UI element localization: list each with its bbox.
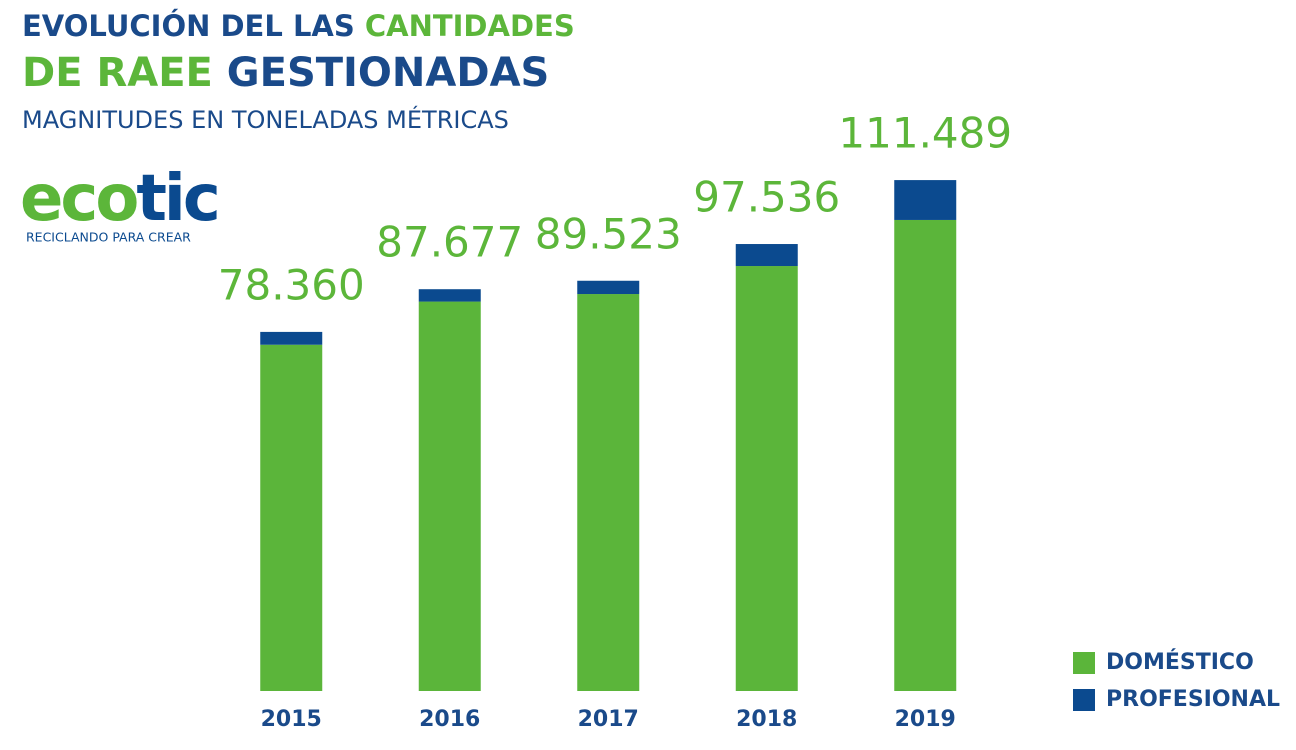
bar-segment xyxy=(894,219,957,691)
total-label: 111.489 xyxy=(838,109,1012,158)
title-part: EVOLUCIÓN DEL LAS xyxy=(22,9,355,43)
legend-label: PROFESIONAL xyxy=(1106,687,1280,712)
total-label: 78.360 xyxy=(218,260,365,309)
logo-part: tic xyxy=(136,162,217,236)
subtitle: MAGNITUDES EN TONELADAS MÉTRICAS xyxy=(22,105,509,134)
logo-tagline: RECICLANDO PARA CREAR xyxy=(26,230,191,245)
title-line-2: DE RAEE GESTIONADAS xyxy=(22,50,549,96)
total-label: 89.523 xyxy=(535,209,682,258)
x-tick-label: 2018 xyxy=(736,707,797,732)
title-line-1: EVOLUCIÓN DEL LAS CANTIDADES xyxy=(22,9,575,43)
bar-segment xyxy=(577,294,640,691)
total-label: 97.536 xyxy=(693,173,840,222)
legend-label: DOMÉSTICO xyxy=(1106,649,1254,675)
bar-segment xyxy=(260,344,323,691)
logo-part: eco xyxy=(20,162,137,236)
x-tick-label: 2017 xyxy=(578,707,639,732)
logo: ecotic xyxy=(20,162,218,236)
bar-segment xyxy=(577,280,640,295)
bar-segment xyxy=(418,301,481,691)
bar-segment xyxy=(735,266,798,691)
title-part: GESTIONADAS xyxy=(227,50,550,96)
total-label: 87.677 xyxy=(376,218,523,267)
legend-swatch xyxy=(1073,652,1095,674)
title-part: DE RAEE xyxy=(22,50,213,96)
x-tick-label: 2015 xyxy=(261,707,322,732)
bar-segment xyxy=(418,289,481,302)
x-tick-label: 2016 xyxy=(419,707,480,732)
bar-segment xyxy=(735,244,798,267)
bar-segment xyxy=(894,180,957,220)
legend-swatch xyxy=(1073,689,1095,711)
x-tick-label: 2019 xyxy=(895,707,956,732)
bar-segment xyxy=(260,331,323,345)
title-part: CANTIDADES xyxy=(365,9,575,43)
